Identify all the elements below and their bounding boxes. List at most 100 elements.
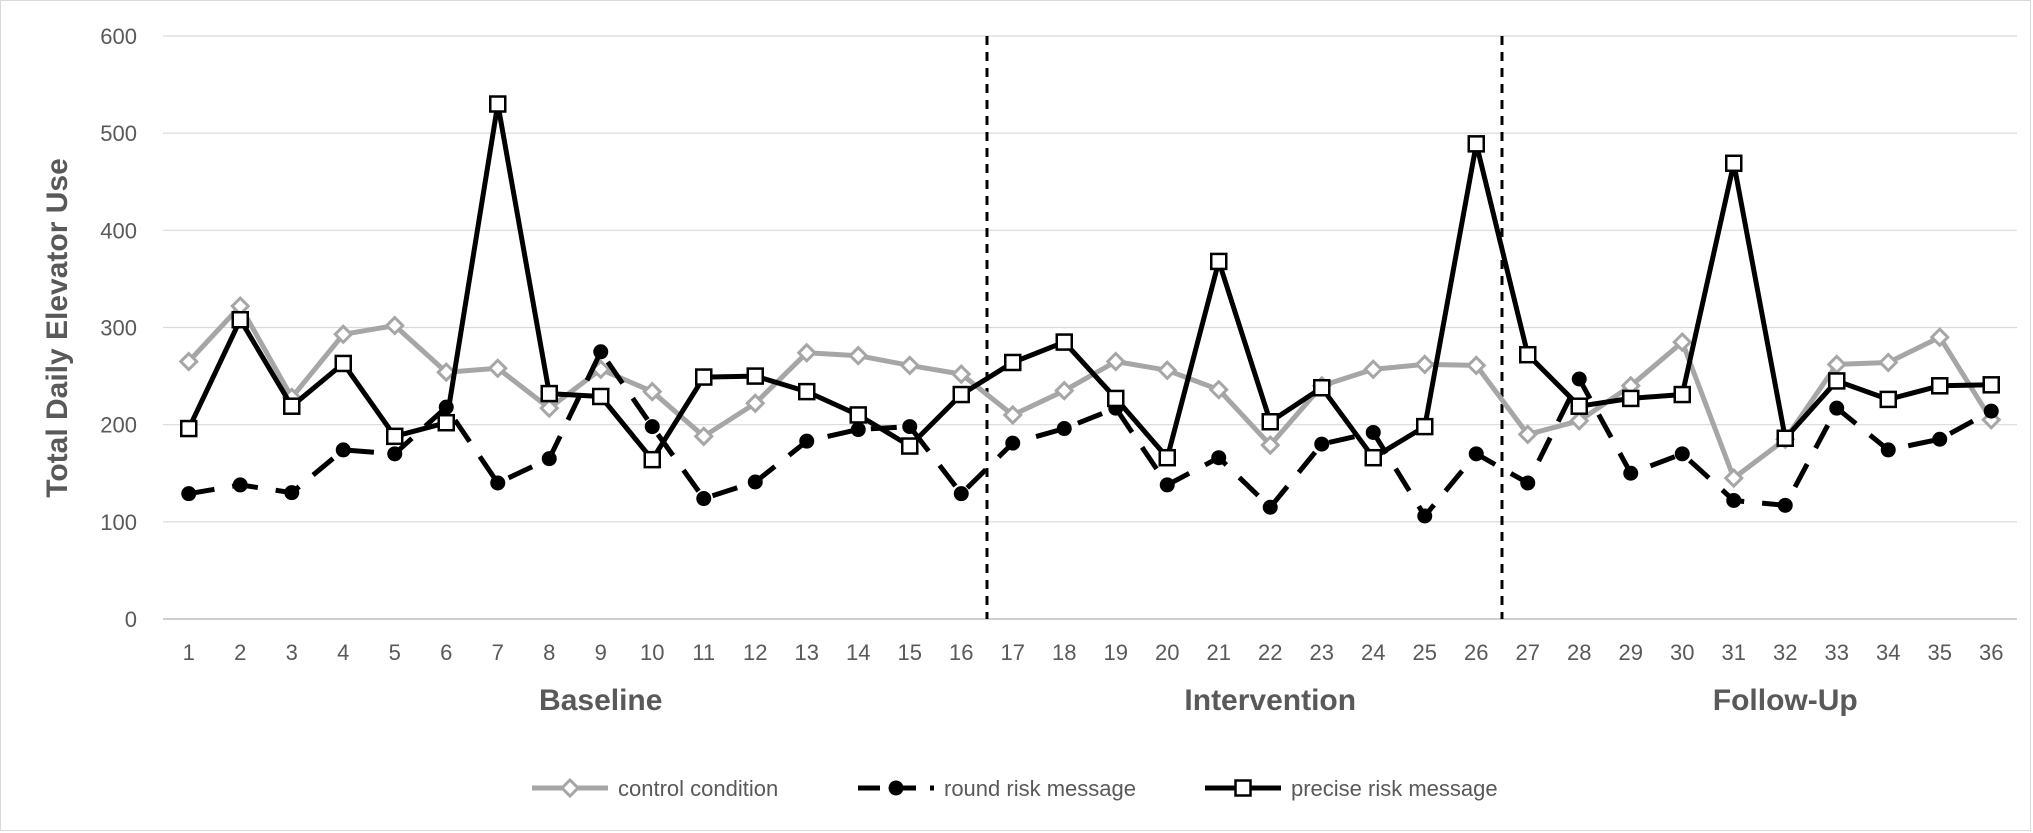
data-point xyxy=(1517,424,1538,445)
y-tick-label: 100 xyxy=(100,510,137,535)
data-point xyxy=(437,413,455,432)
legend-swatch-marker xyxy=(1234,779,1252,797)
x-tick-label: 15 xyxy=(898,640,922,665)
data-point xyxy=(901,437,919,455)
legend-label: control condition xyxy=(618,776,778,801)
data-point xyxy=(1983,403,1999,419)
x-tick-label: 7 xyxy=(492,640,504,665)
data-point xyxy=(1416,417,1434,436)
data-point xyxy=(1055,333,1073,351)
y-tick-label: 300 xyxy=(100,316,137,341)
x-tick-label: 31 xyxy=(1722,640,1746,665)
data-point xyxy=(1725,154,1743,173)
series-line xyxy=(186,101,1992,463)
data-point xyxy=(1260,434,1281,456)
data-point xyxy=(1880,442,1896,458)
data-point xyxy=(284,485,300,501)
data-point xyxy=(848,345,869,366)
data-point xyxy=(696,491,712,507)
data-point xyxy=(231,310,249,329)
data-point xyxy=(1622,389,1640,408)
data-point xyxy=(1056,421,1072,437)
legend: control condition round risk message preci… xyxy=(532,776,1498,801)
data-point xyxy=(180,419,198,438)
data-point xyxy=(1828,372,1846,390)
data-point xyxy=(1417,508,1433,524)
series-line xyxy=(188,349,1993,519)
data-point xyxy=(745,393,766,414)
x-tick-label: 21 xyxy=(1207,640,1231,665)
data-point xyxy=(1674,446,1690,462)
data-point xyxy=(1157,360,1178,381)
data-point xyxy=(693,426,714,447)
x-tick-label: 16 xyxy=(949,640,973,665)
x-tick-label: 29 xyxy=(1619,640,1643,665)
data-point xyxy=(489,95,507,113)
data-point xyxy=(1261,413,1279,431)
x-tick-label: 32 xyxy=(1773,640,1797,665)
x-tick-label: 8 xyxy=(543,640,555,665)
x-tick-label: 20 xyxy=(1155,640,1179,665)
phase-label: Intervention xyxy=(1184,684,1356,717)
data-point xyxy=(850,422,866,438)
data-point xyxy=(1931,377,1949,395)
x-tick-label: 23 xyxy=(1310,640,1334,665)
x-tick-label: 5 xyxy=(389,640,401,665)
data-point xyxy=(746,367,764,385)
x-tick-label: 11 xyxy=(692,640,715,665)
data-point xyxy=(1571,371,1587,387)
x-tick-label: 30 xyxy=(1670,640,1694,665)
legend-swatch-marker xyxy=(888,780,904,796)
y-tick-labels: 0 100 200 300 400 500 600 xyxy=(100,24,137,632)
data-point xyxy=(849,406,867,424)
data-point xyxy=(178,351,199,372)
x-tick-label: 18 xyxy=(1052,640,1076,665)
y-tick-label: 600 xyxy=(100,24,137,49)
x-tick-label: 13 xyxy=(795,640,819,665)
data-point xyxy=(334,354,352,373)
data-point xyxy=(644,419,660,435)
data-point xyxy=(1314,436,1330,452)
data-point xyxy=(1208,379,1229,400)
data-point xyxy=(798,382,816,401)
x-tick-label: 25 xyxy=(1413,640,1437,665)
data-point xyxy=(386,427,404,446)
x-tick-label: 34 xyxy=(1876,640,1900,665)
legend-item: control condition xyxy=(532,776,778,801)
phase-label: Follow-Up xyxy=(1713,684,1858,717)
data-point xyxy=(1981,409,2002,430)
legend-item: round risk message xyxy=(858,776,1136,801)
data-point xyxy=(1570,397,1588,415)
x-tick-label: 28 xyxy=(1567,640,1591,665)
data-point xyxy=(747,474,763,490)
phase-label: Baseline xyxy=(539,684,662,717)
series-round-risk-message xyxy=(181,344,1999,524)
data-point xyxy=(796,342,817,363)
data-point xyxy=(1932,431,1948,447)
data-point xyxy=(1262,499,1278,515)
data-point xyxy=(799,433,815,449)
data-point xyxy=(1878,352,1899,373)
data-point xyxy=(1468,446,1484,462)
gridlines xyxy=(163,35,2017,620)
data-point xyxy=(899,355,920,376)
data-point xyxy=(539,398,560,419)
x-tick-label: 3 xyxy=(286,640,298,665)
series-layer xyxy=(178,95,2002,524)
x-tick-label: 22 xyxy=(1258,640,1282,665)
data-point xyxy=(1159,477,1175,493)
phase-labels: Baseline Intervention Follow-Up xyxy=(539,684,1858,717)
data-point xyxy=(1210,252,1228,271)
data-point xyxy=(1466,355,1487,376)
data-point xyxy=(1672,331,1693,353)
data-point xyxy=(487,358,508,379)
x-tick-label: 4 xyxy=(337,640,349,665)
data-point xyxy=(541,451,557,467)
data-point xyxy=(1004,353,1022,372)
x-tick-label: 12 xyxy=(743,640,767,665)
data-point xyxy=(1623,465,1639,481)
data-point xyxy=(902,419,918,435)
series-precise-risk-message xyxy=(180,95,2000,469)
data-point xyxy=(1520,475,1536,491)
